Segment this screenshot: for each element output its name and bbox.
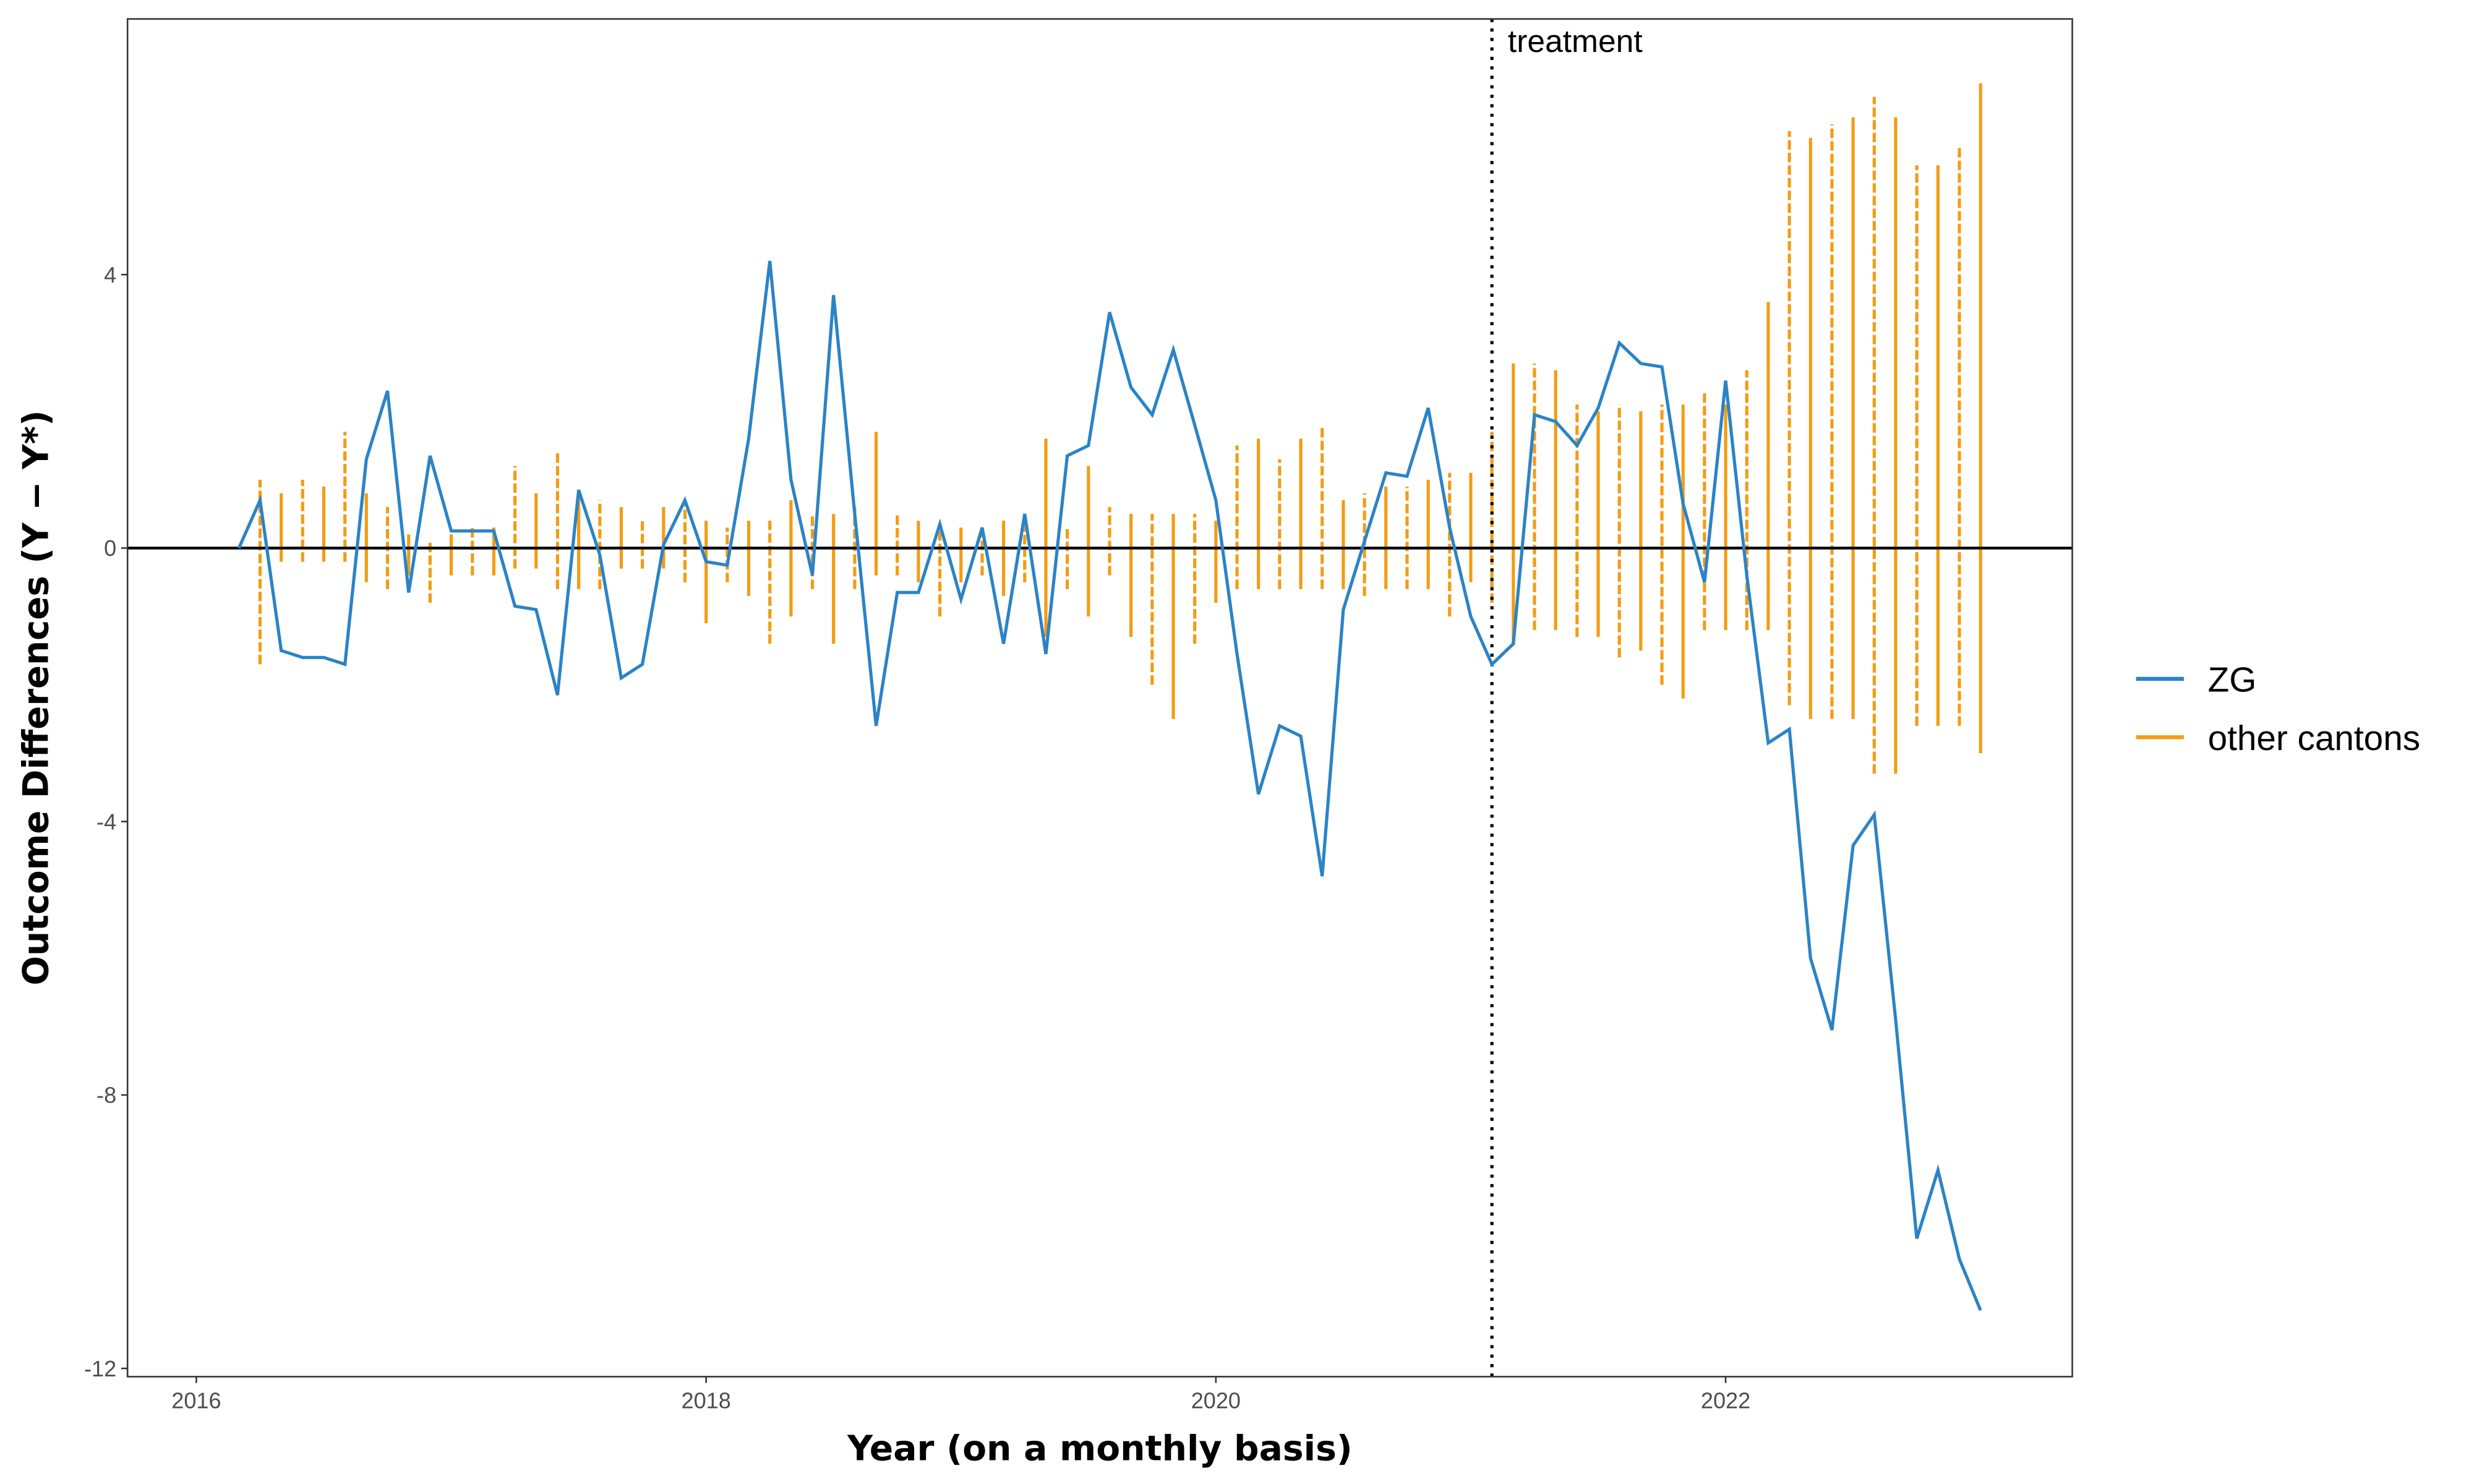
x-tick-label: 2016 bbox=[171, 1388, 221, 1414]
y-tick-label: -4 bbox=[96, 809, 116, 835]
y-tick-label: 4 bbox=[104, 262, 116, 288]
legend-label: other cantons bbox=[2208, 719, 2421, 757]
x-tick-label: 2018 bbox=[682, 1388, 731, 1414]
line bbox=[237, 260, 1982, 1311]
y-tick-label: 0 bbox=[104, 535, 116, 561]
x-tick-label: 2020 bbox=[1191, 1388, 1241, 1414]
x-axis-title: Year (on a monthly basis) bbox=[847, 1429, 1353, 1469]
x-tick-label: 2022 bbox=[1701, 1388, 1750, 1414]
legend-label: ZG bbox=[2208, 660, 2257, 699]
y-tick-label: -8 bbox=[96, 1083, 116, 1108]
y-axis-title: Outcome Differences (Y − Y*) bbox=[16, 410, 56, 985]
treatment-label: treatment bbox=[1508, 23, 1643, 59]
plot-frame bbox=[126, 18, 2073, 1378]
y-tick-label: -12 bbox=[84, 1356, 116, 1381]
